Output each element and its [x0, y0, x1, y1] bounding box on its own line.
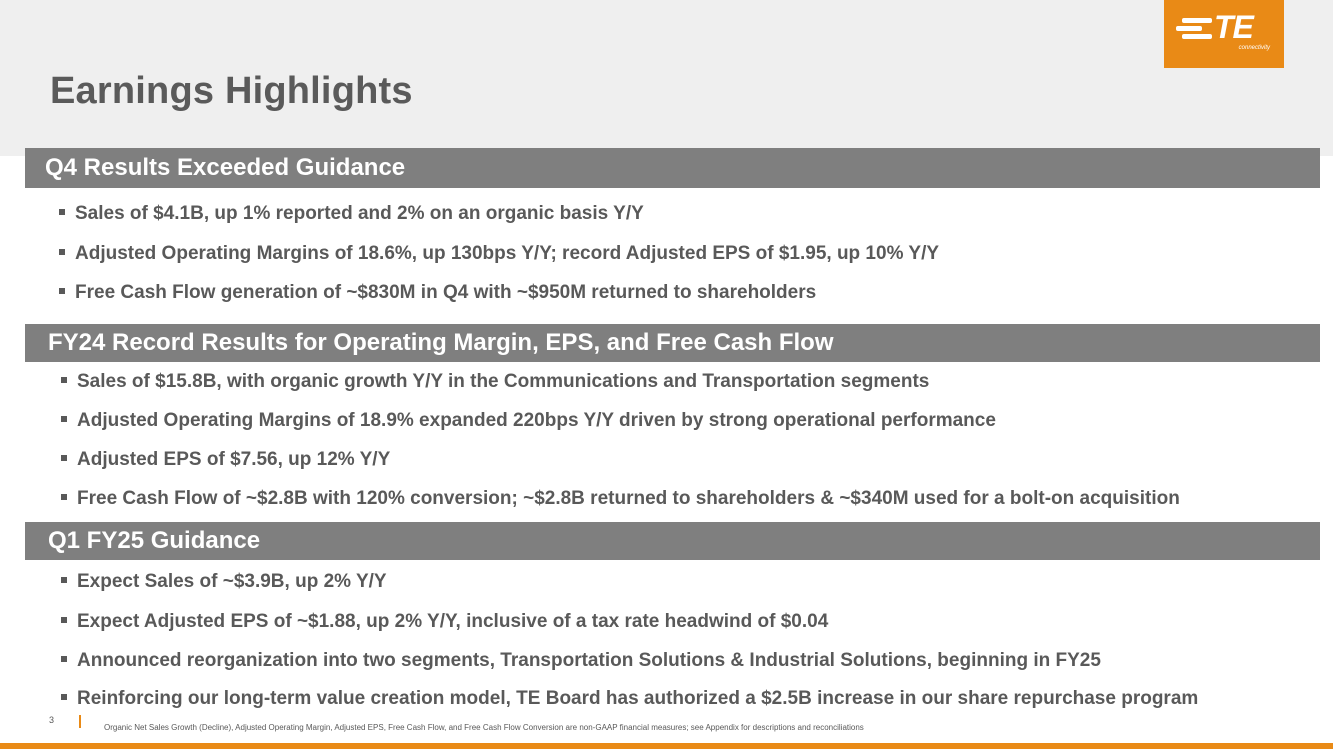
bullet-item: Free Cash Flow generation of ~$830M in Q… — [59, 282, 816, 304]
bullet-icon — [59, 248, 65, 255]
bullet-icon — [61, 655, 67, 662]
te-connectivity-logo: TE connectivity — [1164, 0, 1284, 68]
bullet-icon — [59, 287, 65, 294]
section-heading-q1-fy25-guidance: Q1 FY25 Guidance — [25, 522, 1320, 560]
bullet-item: Adjusted EPS of $7.56, up 12% Y/Y — [61, 449, 390, 471]
logo-mark-text: TE — [1214, 9, 1254, 45]
bullet-text: Expect Adjusted EPS of ~$1.88, up 2% Y/Y… — [77, 611, 829, 632]
bullet-item: Adjusted Operating Margins of 18.6%, up … — [59, 243, 939, 265]
bullet-text: Free Cash Flow generation of ~$830M in Q… — [75, 282, 817, 303]
bullet-item: Reinforcing our long-term value creation… — [61, 688, 1198, 710]
bullet-text: Free Cash Flow of ~$2.8B with 120% conve… — [77, 488, 1180, 509]
bullet-text: Adjusted Operating Margins of 18.6%, up … — [75, 243, 940, 264]
footnote: Organic Net Sales Growth (Decline), Adju… — [104, 723, 864, 732]
bullet-item: Announced reorganization into two segmen… — [61, 650, 1101, 672]
bullet-item: Expect Adjusted EPS of ~$1.88, up 2% Y/Y… — [61, 611, 828, 633]
section-heading-fy24-results: FY24 Record Results for Operating Margin… — [25, 324, 1320, 362]
bullet-icon — [61, 376, 67, 383]
bullet-text: Adjusted Operating Margins of 18.9% expa… — [77, 410, 996, 431]
bullet-text: Expect Sales of ~$3.9B, up 2% Y/Y — [77, 571, 387, 592]
bullet-icon — [61, 576, 67, 583]
bullet-text: Reinforcing our long-term value creation… — [77, 688, 1199, 709]
logo-lines-icon — [1176, 18, 1212, 40]
bullet-icon — [61, 493, 67, 500]
bullet-text: Adjusted EPS of $7.56, up 12% Y/Y — [77, 449, 391, 470]
bullet-text: Sales of $4.1B, up 1% reported and 2% on… — [75, 203, 644, 224]
bullet-icon — [61, 415, 67, 422]
bullet-icon — [61, 693, 67, 700]
page-title: Earnings Highlights — [50, 70, 413, 112]
logo-tagline: connectivity — [1238, 45, 1270, 51]
bullet-icon — [61, 454, 67, 461]
bullet-item: Sales of $15.8B, with organic growth Y/Y… — [61, 371, 929, 393]
footer-divider — [79, 715, 81, 728]
page-number: 3 — [49, 715, 55, 725]
bullet-text: Announced reorganization into two segmen… — [77, 650, 1101, 671]
bullet-icon — [59, 208, 65, 215]
bullet-item: Expect Sales of ~$3.9B, up 2% Y/Y — [61, 571, 387, 593]
section-heading-q4-results: Q4 Results Exceeded Guidance — [25, 148, 1320, 188]
header-band — [0, 0, 1333, 156]
bullet-icon — [61, 616, 67, 623]
bullet-item: Sales of $4.1B, up 1% reported and 2% on… — [59, 203, 644, 225]
bullet-item: Free Cash Flow of ~$2.8B with 120% conve… — [61, 488, 1180, 510]
bullet-text: Sales of $15.8B, with organic growth Y/Y… — [77, 371, 930, 392]
bottom-accent-bar — [0, 743, 1333, 749]
bullet-item: Adjusted Operating Margins of 18.9% expa… — [61, 410, 996, 432]
